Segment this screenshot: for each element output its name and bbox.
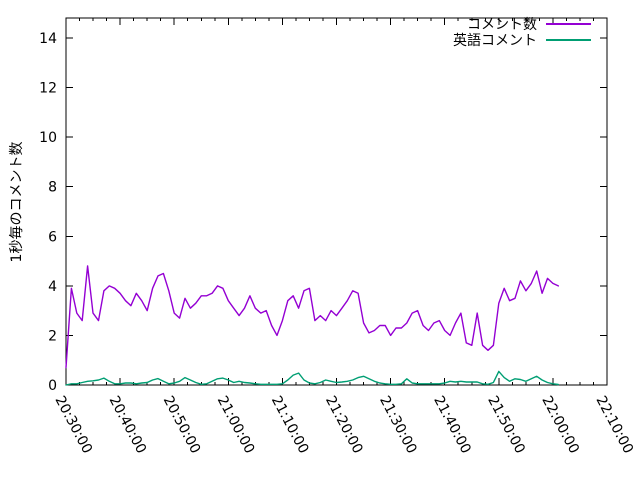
y-tick-label: 4 bbox=[48, 279, 57, 295]
x-tick-label: 20:50:00 bbox=[160, 393, 204, 456]
plot-border bbox=[65, 17, 608, 386]
y-tick-label: 6 bbox=[48, 229, 57, 245]
legend: コメント数 英語コメント bbox=[453, 16, 591, 49]
y-tick-label: 8 bbox=[48, 180, 57, 196]
x-tick-label: 22:00:00 bbox=[538, 393, 582, 456]
series-line-english-comments bbox=[65, 370, 559, 386]
y-tick-label: 14 bbox=[39, 31, 57, 47]
y-tick-label: 10 bbox=[39, 130, 57, 146]
x-tick-label: 21:30:00 bbox=[376, 393, 420, 456]
x-tick-label: 21:00:00 bbox=[214, 393, 258, 456]
y-tick-label: 12 bbox=[39, 81, 57, 97]
y-axis-title: 1秒毎のコメント数 bbox=[9, 141, 25, 263]
legend-label-english-comments: 英語コメント bbox=[453, 33, 537, 49]
y-tick-label: 0 bbox=[48, 378, 57, 394]
legend-item-comment-count: コメント数 bbox=[453, 16, 591, 33]
legend-line-comment-count bbox=[546, 23, 591, 25]
x-tick-label: 20:30:00 bbox=[51, 393, 95, 456]
legend-item-english-comments: 英語コメント bbox=[453, 32, 591, 49]
x-tick-label: 21:50:00 bbox=[484, 393, 528, 456]
y-tick-label: 2 bbox=[48, 328, 57, 344]
legend-label-comment-count: コメント数 bbox=[467, 17, 537, 33]
x-tick-label: 21:20:00 bbox=[322, 393, 366, 456]
x-tick-label: 21:40:00 bbox=[430, 393, 474, 456]
legend-line-english-comments bbox=[546, 39, 591, 41]
x-tick-label: 20:40:00 bbox=[106, 393, 150, 456]
x-tick-label: 21:10:00 bbox=[268, 393, 312, 456]
x-tick-label: 22:10:00 bbox=[592, 393, 636, 456]
series-line-comment-count bbox=[65, 265, 559, 369]
